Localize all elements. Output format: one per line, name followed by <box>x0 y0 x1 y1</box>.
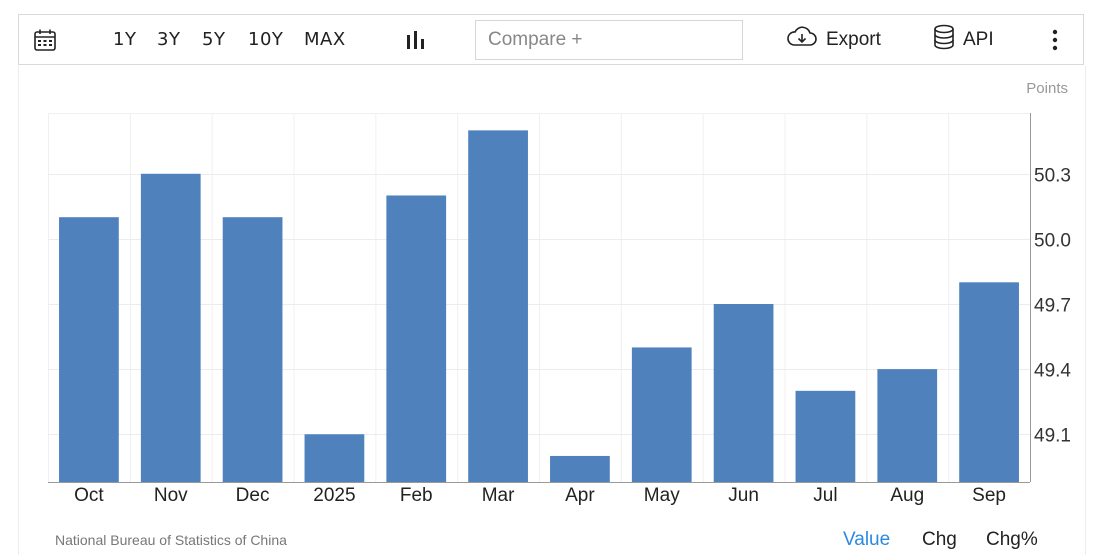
bar-apr <box>550 455 610 482</box>
x-tick-label: Sep <box>972 485 1006 506</box>
range-10y-button[interactable]: 10Y <box>248 29 284 50</box>
bar-oct <box>59 217 119 482</box>
cloud-download-icon <box>786 25 818 55</box>
y-tick-label: 50.0 <box>1034 231 1071 252</box>
chart-toolbar: 1Y 3Y 5Y 10Y MAX Export <box>18 14 1084 65</box>
bar-mar <box>468 130 528 483</box>
export-label: Export <box>826 28 881 50</box>
more-vertical-icon[interactable] <box>1051 15 1059 64</box>
tab-chg[interactable]: Chg <box>922 529 957 550</box>
source-label: National Bureau of Statistics of China <box>55 532 287 548</box>
bar-sep <box>959 282 1019 482</box>
bar-jul <box>795 390 856 482</box>
x-tick-label: Oct <box>74 485 104 506</box>
y-axis-unit-label: Points <box>1026 80 1068 97</box>
y-tick-label: 50.3 <box>1034 166 1071 187</box>
calendar-icon[interactable] <box>33 15 57 64</box>
bar-feb <box>386 195 447 482</box>
api-label: API <box>963 28 994 50</box>
tab-value[interactable]: Value <box>843 529 891 550</box>
x-tick-label: Mar <box>482 485 515 506</box>
x-tick-label: Feb <box>400 485 433 506</box>
y-tick-label: 49.7 <box>1034 296 1071 317</box>
range-3y-button[interactable]: 3Y <box>157 29 181 50</box>
range-max-button[interactable]: MAX <box>304 29 346 50</box>
bar-2025 <box>304 434 365 482</box>
x-tick-label: Aug <box>890 485 924 506</box>
x-tick-label: Apr <box>565 485 595 506</box>
chart-panel <box>18 66 1086 555</box>
x-tick-label: Nov <box>154 485 188 506</box>
bar-dec <box>222 217 283 482</box>
x-tick-label: Dec <box>236 485 270 506</box>
x-tick-label: Jun <box>728 485 759 506</box>
api-button[interactable]: API <box>933 15 994 64</box>
range-1y-button[interactable]: 1Y <box>113 29 137 50</box>
range-5y-button[interactable]: 5Y <box>202 29 226 50</box>
x-tick-label: May <box>644 485 680 506</box>
x-tick-label: 2025 <box>313 485 355 506</box>
bar-nov <box>140 173 201 482</box>
bar-aug <box>877 369 938 482</box>
y-tick-label: 49.1 <box>1034 426 1071 447</box>
database-icon <box>933 24 955 56</box>
bar-may <box>631 347 692 482</box>
x-tick-label: Jul <box>813 485 837 506</box>
tab-chg-percent[interactable]: Chg% <box>986 529 1038 550</box>
export-button[interactable]: Export <box>786 15 881 64</box>
bar-jun <box>713 304 774 482</box>
compare-input[interactable] <box>475 20 743 60</box>
y-tick-label: 49.4 <box>1034 361 1071 382</box>
bar-chart-icon[interactable] <box>405 15 427 64</box>
